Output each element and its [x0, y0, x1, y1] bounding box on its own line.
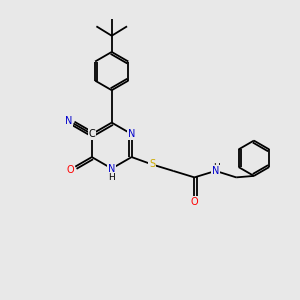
Text: O: O [66, 165, 74, 175]
Text: C: C [88, 129, 95, 139]
Text: N: N [212, 166, 219, 176]
Text: N: N [65, 116, 73, 126]
Text: H: H [213, 164, 220, 172]
Text: H: H [108, 173, 115, 182]
Text: S: S [149, 159, 155, 170]
Text: O: O [190, 196, 198, 206]
Text: N: N [128, 129, 135, 139]
Text: N: N [108, 164, 116, 173]
